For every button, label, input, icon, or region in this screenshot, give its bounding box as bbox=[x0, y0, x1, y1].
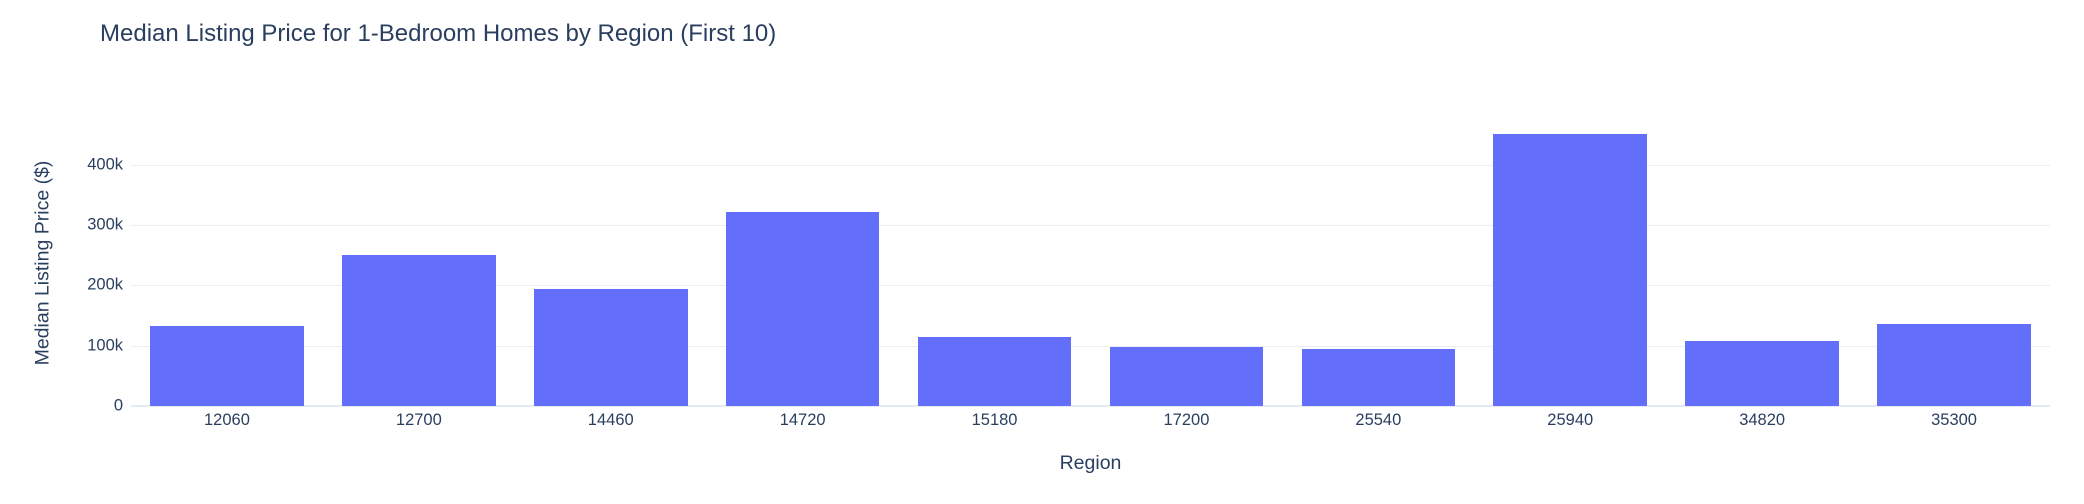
y-tick-label: 200k bbox=[87, 275, 123, 294]
x-tick-label: 12700 bbox=[395, 411, 442, 429]
chart-title: Median Listing Price for 1-Bedroom Homes… bbox=[100, 20, 777, 47]
y-gridline bbox=[131, 285, 2050, 287]
x-tick-label: 14720 bbox=[779, 411, 826, 429]
x-tick-label: 25940 bbox=[1547, 411, 1594, 429]
bar-12060[interactable] bbox=[150, 325, 304, 406]
bar-17200[interactable] bbox=[1109, 346, 1264, 406]
y-gridline bbox=[131, 164, 2050, 166]
bar-34820[interactable] bbox=[1685, 340, 1839, 406]
y-tick-label: 400k bbox=[87, 155, 123, 174]
y-tick-label: 100k bbox=[87, 336, 123, 355]
bar-25540[interactable] bbox=[1301, 349, 1456, 406]
y-tick-label: 300k bbox=[87, 215, 123, 234]
x-tick-label: 12060 bbox=[203, 411, 250, 429]
bar-12700[interactable] bbox=[342, 255, 496, 406]
x-axis-title: Region bbox=[1059, 452, 1122, 474]
x-tick-label: 25540 bbox=[1355, 411, 1402, 429]
x-tick-label: 35300 bbox=[1931, 411, 1977, 429]
x-tick-label: 17200 bbox=[1163, 411, 1210, 429]
bar-14720[interactable] bbox=[725, 211, 880, 406]
bar-14460[interactable] bbox=[533, 288, 688, 406]
bar-35300[interactable] bbox=[1877, 323, 2031, 406]
x-tick-label: 15180 bbox=[971, 411, 1018, 429]
x-tick-label: 14460 bbox=[587, 411, 634, 429]
y-tick-label: 0 bbox=[113, 396, 123, 415]
y-gridline bbox=[131, 224, 2050, 226]
x-axis-zeroline bbox=[131, 405, 2050, 407]
y-gridline bbox=[131, 345, 2050, 347]
bar-25940[interactable] bbox=[1493, 134, 1647, 406]
y-axis-title-text: Median Listing Price ($) bbox=[31, 160, 54, 366]
x-tick-label: 34820 bbox=[1739, 411, 1786, 429]
bar-15180[interactable] bbox=[917, 336, 1072, 406]
